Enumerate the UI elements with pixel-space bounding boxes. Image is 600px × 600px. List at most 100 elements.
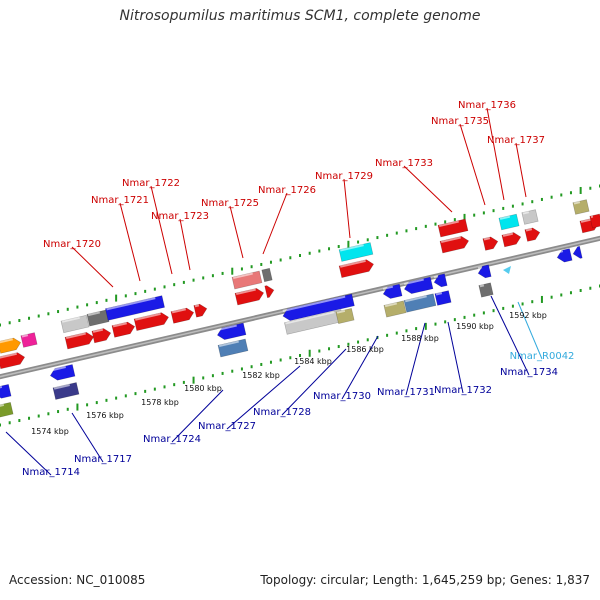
- label-bottom-8-leader: [447, 321, 464, 394]
- map-title: Nitrosopumilus maritimus SCM1, complete …: [119, 8, 481, 24]
- gene-feature-7[interactable]: [193, 303, 208, 318]
- gene-feature-46[interactable]: [0, 383, 12, 399]
- label-bottom-9-leader: [490, 295, 530, 376]
- rna-feature[interactable]: [503, 266, 511, 274]
- gene-feature-24[interactable]: [437, 218, 469, 238]
- label-bottom-7[interactable]: Nmar_1731: [377, 387, 435, 398]
- label-bottom-6-leader: [341, 335, 379, 400]
- label-bottom-5[interactable]: Nmar_1728: [253, 407, 311, 418]
- gene-feature-6[interactable]: [170, 307, 195, 324]
- gene-feature-43[interactable]: [572, 245, 583, 259]
- gene-feature-25[interactable]: [498, 213, 520, 231]
- label-bottom-9[interactable]: Nmar_1734: [500, 367, 558, 378]
- gene-feature-2[interactable]: [64, 331, 95, 350]
- label-top-1-leader: [71, 246, 114, 288]
- label-top-10-leader: [486, 107, 505, 201]
- gene-feature-11[interactable]: [439, 235, 470, 254]
- gene-feature-3[interactable]: [91, 327, 112, 344]
- label-top-6[interactable]: Nmar_1726: [258, 185, 316, 196]
- scale-label: 1586 kbp: [346, 345, 384, 354]
- gene-feature-28[interactable]: [589, 213, 600, 229]
- label-top-10[interactable]: Nmar_1736: [458, 100, 516, 111]
- label-top-1[interactable]: Nmar_1720: [43, 239, 101, 250]
- label-top-5-leader: [229, 205, 244, 259]
- gene-feature-45[interactable]: [52, 382, 80, 400]
- gene-feature-30[interactable]: [217, 338, 249, 358]
- gene-feature-31[interactable]: [282, 293, 355, 322]
- label-top-3-leader: [150, 185, 173, 275]
- scale-label: 1592 kbp: [509, 311, 547, 320]
- gene-feature-39[interactable]: [434, 290, 452, 306]
- label-top-7[interactable]: Nmar_1729: [315, 171, 373, 182]
- label-bottom-8[interactable]: Nmar_1732: [434, 385, 492, 396]
- gene-feature-42[interactable]: [556, 248, 573, 264]
- label-top-2[interactable]: Nmar_1721: [91, 195, 149, 206]
- label-top-6-leader: [262, 192, 288, 255]
- label-bottom-7-leader: [405, 322, 426, 396]
- label-top-5[interactable]: Nmar_1725: [201, 198, 259, 209]
- label-top-4-leader: [179, 218, 191, 271]
- label-bottom-2[interactable]: Nmar_1717: [74, 454, 132, 465]
- label-rna-1[interactable]: Nmar_R0042: [510, 351, 575, 362]
- gene-feature-13[interactable]: [501, 231, 522, 248]
- label-top-8[interactable]: Nmar_1733: [375, 158, 433, 169]
- gene-feature-17[interactable]: [20, 332, 38, 348]
- outer-tick-row: [0, 184, 600, 327]
- scale-label: 1580 kbp: [184, 384, 222, 393]
- gene-feature-29[interactable]: [216, 322, 247, 341]
- gene-feature-5[interactable]: [133, 311, 170, 332]
- gene-feature-23[interactable]: [338, 242, 374, 262]
- gene-feature-26[interactable]: [521, 209, 539, 225]
- label-bottom-3[interactable]: Nmar_1724: [143, 434, 201, 445]
- label-top-9-leader: [459, 123, 486, 206]
- gene-feature-1[interactable]: [0, 351, 26, 370]
- label-bottom-3-leader: [171, 389, 224, 443]
- scale-label: 1588 kbp: [401, 334, 439, 343]
- gene-feature-37[interactable]: [383, 300, 407, 318]
- gene-feature-10[interactable]: [338, 258, 375, 279]
- topology-stats-text: Topology: circular; Length: 1,645,259 bp…: [260, 573, 590, 587]
- gene-feature-41[interactable]: [478, 282, 494, 298]
- label-top-11-leader: [515, 142, 527, 198]
- gene-feature-18[interactable]: [60, 314, 90, 334]
- scale-label: 1574 kbp: [31, 427, 69, 436]
- scale-label: 1578 kbp: [141, 398, 179, 407]
- scale-label: 1590 kbp: [456, 322, 494, 331]
- gene-feature-14[interactable]: [524, 227, 541, 242]
- label-top-8-leader: [403, 165, 453, 213]
- label-top-7-leader: [343, 178, 351, 239]
- label-bottom-6[interactable]: Nmar_1730: [313, 391, 371, 402]
- gene-feature-27[interactable]: [572, 199, 590, 215]
- gene-feature-22[interactable]: [261, 267, 273, 283]
- gene-feature-47[interactable]: [0, 401, 14, 419]
- gene-feature-35[interactable]: [403, 276, 434, 295]
- gene-feature-21[interactable]: [231, 270, 263, 290]
- scale-label: 1584 kbp: [294, 357, 332, 366]
- gene-feature-12[interactable]: [482, 236, 499, 251]
- label-bottom-4[interactable]: Nmar_1727: [198, 421, 256, 432]
- gene-feature-36[interactable]: [433, 273, 448, 288]
- gene-feature-19[interactable]: [86, 309, 110, 327]
- accession-text: Accession: NC_010085: [9, 573, 146, 587]
- label-top-3[interactable]: Nmar_1722: [122, 178, 180, 189]
- gene-feature-9[interactable]: [264, 284, 275, 299]
- label-top-2-leader: [119, 202, 141, 282]
- gene-feature-20[interactable]: [105, 295, 165, 321]
- label-top-9[interactable]: Nmar_1735: [431, 116, 489, 127]
- label-top-4[interactable]: Nmar_1723: [151, 211, 209, 222]
- label-bottom-4-leader: [226, 365, 301, 430]
- label-bottom-1[interactable]: Nmar_1714: [22, 467, 80, 478]
- label-bottom-2-leader: [71, 412, 104, 463]
- gene-feature-16[interactable]: [0, 337, 22, 354]
- gene-feature-40[interactable]: [477, 264, 492, 279]
- gene-feature-4[interactable]: [111, 321, 136, 338]
- label-rna-1-leader: [517, 301, 543, 360]
- gene-feature-34[interactable]: [382, 283, 403, 300]
- gene-feature-38[interactable]: [403, 293, 437, 313]
- gene-feature-8[interactable]: [234, 287, 265, 306]
- gene-feature-33[interactable]: [335, 307, 355, 325]
- label-bottom-1-leader: [5, 431, 52, 476]
- label-top-11[interactable]: Nmar_1737: [487, 135, 545, 146]
- gene-feature-44[interactable]: [49, 364, 76, 381]
